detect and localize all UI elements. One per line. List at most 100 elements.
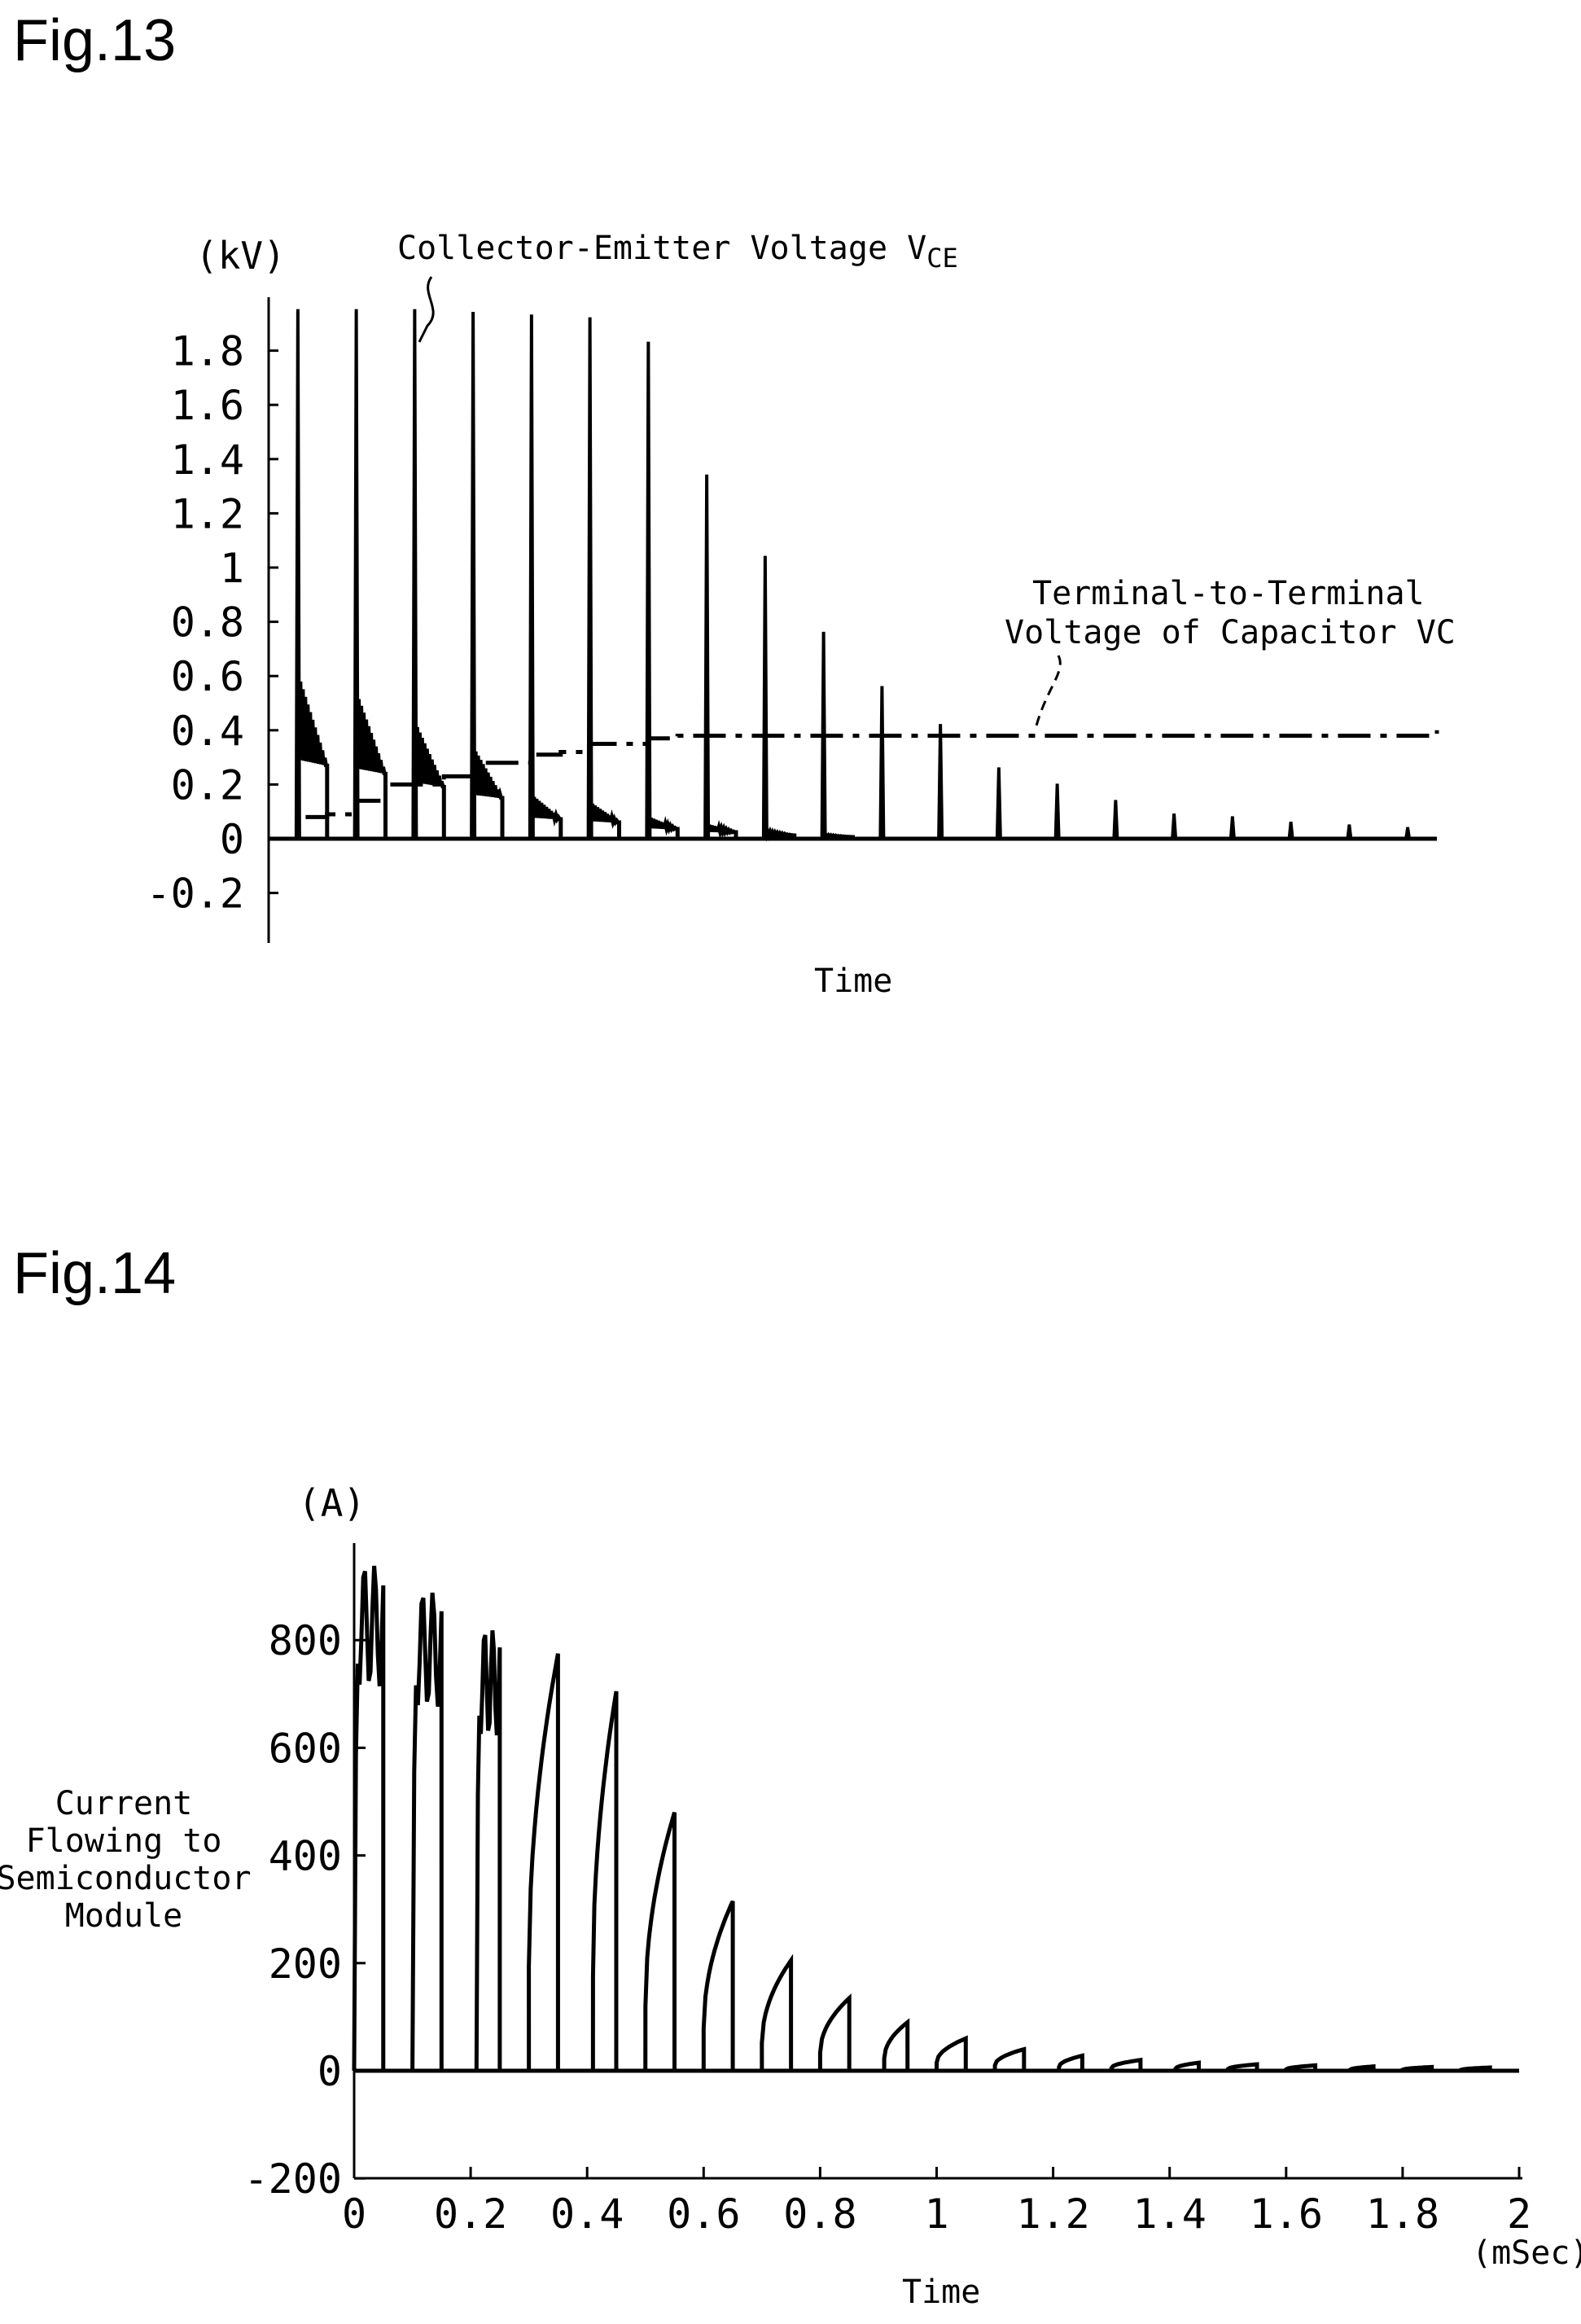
fig14-y-unit: (A): [298, 1481, 366, 1525]
vce-spike: [878, 686, 886, 840]
fig14-current-series: [352, 1565, 1519, 2073]
fig14-chart: Fig.14 (A) Current Flowing to Semiconduc…: [0, 1241, 1581, 2311]
vce-ringing: [588, 801, 621, 839]
fig13-y-ticks: [269, 349, 278, 895]
current-pulse: [1225, 2062, 1259, 2072]
current-pulse: [882, 2018, 910, 2072]
current-pulse: [1173, 2060, 1202, 2072]
vce-spike: [645, 341, 652, 840]
fig14-x-tick-label: 1.2: [1016, 2190, 1089, 2238]
current-pulse: [817, 1993, 852, 2072]
vce-ringing: [821, 831, 855, 841]
fig14-y-label-3: Semiconductor: [0, 1860, 252, 1897]
fig14-y-tick-label: -200: [244, 2155, 342, 2203]
fig13-y-tick-label: 1.4: [171, 436, 244, 484]
vce-spike: [1171, 813, 1178, 840]
fig14-y-label-1: Current: [55, 1785, 193, 1822]
fig13-y-tick-labels: 1.8 1.6 1.4 1.2 1 0.8 0.6 0.4 0.2 0 -0.2: [147, 328, 244, 918]
current-pulse: [701, 1900, 735, 2072]
vce-spike: [586, 317, 593, 840]
fig13-y-tick-label: 1.8: [171, 328, 244, 375]
fig14-x-tick-label: 1.8: [1366, 2190, 1439, 2238]
fig14-y-tick-labels: 800 600 400 200 0 -200: [244, 1617, 342, 2203]
vce-spike: [1404, 827, 1412, 840]
fig14-x-tick-label: 0.6: [667, 2190, 740, 2238]
vce-spike: [1287, 822, 1294, 840]
current-pulse: [1057, 2053, 1084, 2072]
fig13-y-unit: (kV): [195, 234, 286, 278]
fig13-y-tick-label: 1.2: [171, 490, 244, 537]
vc-annotation-line2: Voltage of Capacitor VC: [1005, 614, 1456, 651]
vce-annotation-text: Collector-Emitter Voltage V: [397, 230, 926, 267]
current-pulse: [590, 1690, 619, 2072]
fig13-y-tick-label: 1: [220, 545, 244, 592]
fig14-y-label-4: Module: [65, 1897, 183, 1935]
vce-spike: [528, 314, 535, 840]
current-pulse: [935, 2035, 968, 2072]
fig14-x-tick-label: 0.4: [550, 2190, 624, 2238]
fig13-y-tick-label: 0.2: [171, 761, 244, 809]
fig13-y-tick-label: 0.4: [171, 708, 244, 755]
fig13-y-tick-label: 0.8: [171, 599, 244, 647]
vce-spike: [1053, 783, 1061, 840]
current-pulse: [760, 1953, 794, 2072]
fig14-x-ticks: [353, 2167, 1521, 2178]
vce-ringing: [646, 815, 680, 839]
vce-annotation: Collector-Emitter Voltage VCE: [397, 230, 958, 274]
fig14-label: Fig.14: [13, 1241, 176, 1306]
vc-leader-line: [1034, 655, 1062, 730]
fig14-x-tick-label: 2: [1507, 2190, 1531, 2238]
fig14-y-tick-label: 200: [269, 1940, 342, 1988]
vce-ringing: [296, 673, 330, 839]
fig14-x-tick-label: 0.2: [434, 2190, 507, 2238]
fig14-x-tick-label: 0.8: [783, 2190, 856, 2238]
fig13-x-label: Time: [814, 962, 892, 1000]
vce-ringing: [412, 721, 446, 839]
current-pulse: [1109, 2057, 1143, 2072]
current-pulse: [410, 1592, 444, 2073]
vce-annotation-subscript: CE: [926, 243, 958, 274]
vc-line: [269, 730, 1439, 841]
current-pulse: [992, 2046, 1027, 2072]
fig14-x-label: Time: [902, 2274, 980, 2311]
fig14-x-tick-labels: 0 0.2 0.4 0.6 0.8 1 1.2 1.4 1.6 1.8 2: [342, 2190, 1531, 2238]
vce-leader-line: [418, 276, 435, 343]
current-pulse: [474, 1630, 502, 2073]
current-pulse: [1400, 2064, 1434, 2072]
fig14-x-unit: (mSec): [1472, 2234, 1581, 2272]
vce-ringing: [529, 794, 563, 839]
fig13-chart: Fig.13 (kV) Collector-Emitter Voltage VC…: [13, 8, 1456, 1000]
vce-spike: [937, 724, 944, 840]
vce-spike: [995, 767, 1002, 840]
vce-spike: [1228, 816, 1236, 840]
vce-ringing: [763, 825, 797, 842]
fig14-x-tick-label: 1.4: [1133, 2190, 1207, 2238]
current-pulse: [643, 1812, 677, 2072]
fig13-y-tick-label: 0: [220, 816, 244, 863]
vce-ringing: [704, 819, 738, 840]
vce-spike: [1112, 800, 1119, 840]
fig13-y-tick-label: 0.6: [171, 653, 244, 700]
fig13-vc-series: [269, 730, 1439, 841]
current-pulse: [527, 1653, 560, 2072]
vce-ringing: [471, 747, 505, 839]
fig14-y-tick-label: 800: [269, 1617, 342, 1664]
fig14-y-tick-label: 400: [269, 1833, 342, 1880]
current-pulse: [352, 1565, 386, 2072]
current-pulse: [1347, 2064, 1376, 2072]
vce-spike: [1346, 824, 1353, 840]
vce-spike: [411, 309, 418, 840]
vc-annotation-line1: Terminal-to-Terminal: [1032, 575, 1425, 612]
current-pulse: [1458, 2065, 1492, 2072]
fig14-y-tick-label: 600: [269, 1725, 342, 1772]
vce-spike: [703, 474, 711, 840]
fig13-y-tick-label: 1.6: [171, 382, 244, 429]
fig14-x-tick-label: 1: [924, 2190, 948, 2238]
fig14-x-tick-label: 0: [342, 2190, 366, 2238]
fig14-y-tick-label: 0: [318, 2048, 342, 2095]
fig13-y-tick-label: -0.2: [147, 870, 244, 918]
current-pulse: [1284, 2063, 1318, 2072]
vce-spike: [470, 311, 477, 840]
fig13-vce-series: [269, 309, 1437, 842]
